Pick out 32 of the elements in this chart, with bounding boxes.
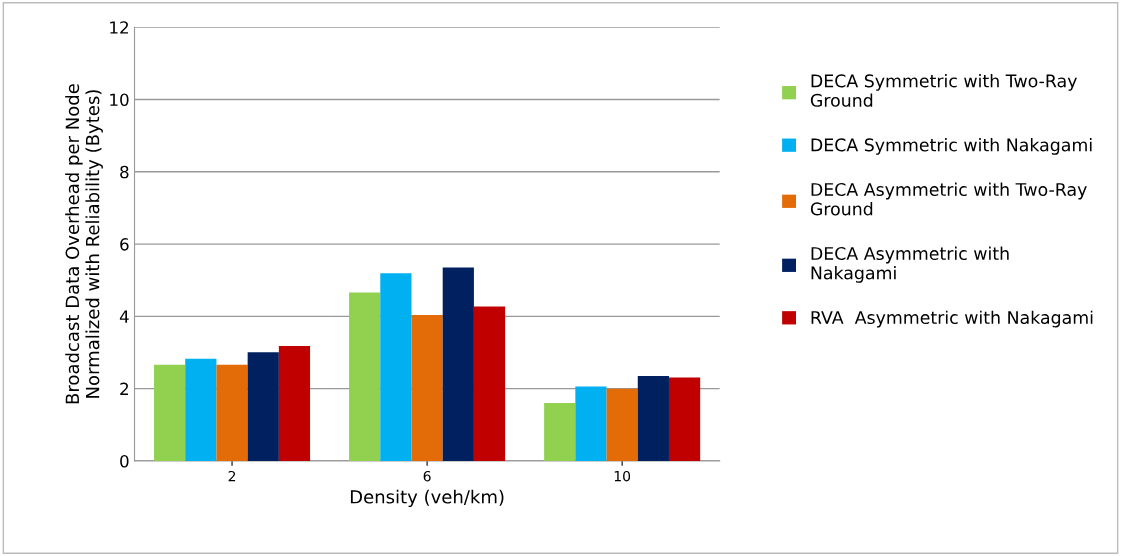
legend-label: DECA Symmetric with Nakagami <box>811 138 1092 155</box>
bar <box>216 364 248 461</box>
x-axis-title: Density (veh/km) <box>350 489 504 508</box>
bar <box>442 267 474 461</box>
bar <box>544 403 576 461</box>
legend-label: DECA Asymmetric with Two-Ray Ground <box>810 182 1087 216</box>
bar <box>154 364 186 461</box>
bar <box>349 292 381 461</box>
x-tick-label: 2 <box>228 470 236 482</box>
y-tick-label: 10 <box>110 93 129 107</box>
bar <box>575 386 607 461</box>
bar <box>247 352 279 461</box>
y-axis-title: Broadcast Data Overhead per Node Normalized with Reliability (Bytes) <box>65 84 103 404</box>
y-tick-label: 4 <box>119 310 129 323</box>
legend-label: DECA Asymmetric with Nakagami <box>811 246 1009 283</box>
bar <box>606 388 638 461</box>
x-tick-label: 6 <box>423 470 431 482</box>
y-tick-label: 2 <box>120 382 128 395</box>
y-tick-label: 0 <box>120 454 129 468</box>
y-tick-label: 12 <box>110 21 128 34</box>
legend-label: RVA Asymmetric with Nakagami <box>811 310 1093 328</box>
bar <box>380 273 412 461</box>
bar <box>473 306 506 461</box>
y-tick-label: 8 <box>120 165 129 179</box>
bar <box>411 314 443 461</box>
bar <box>185 358 217 461</box>
legend-label: DECA Symmetric with Two-Ray Ground <box>810 73 1077 107</box>
bar <box>668 377 701 461</box>
x-tick-label: 10 <box>614 470 631 482</box>
bar <box>637 375 669 461</box>
y-tick-label: 6 <box>120 238 129 251</box>
bar <box>278 346 311 461</box>
